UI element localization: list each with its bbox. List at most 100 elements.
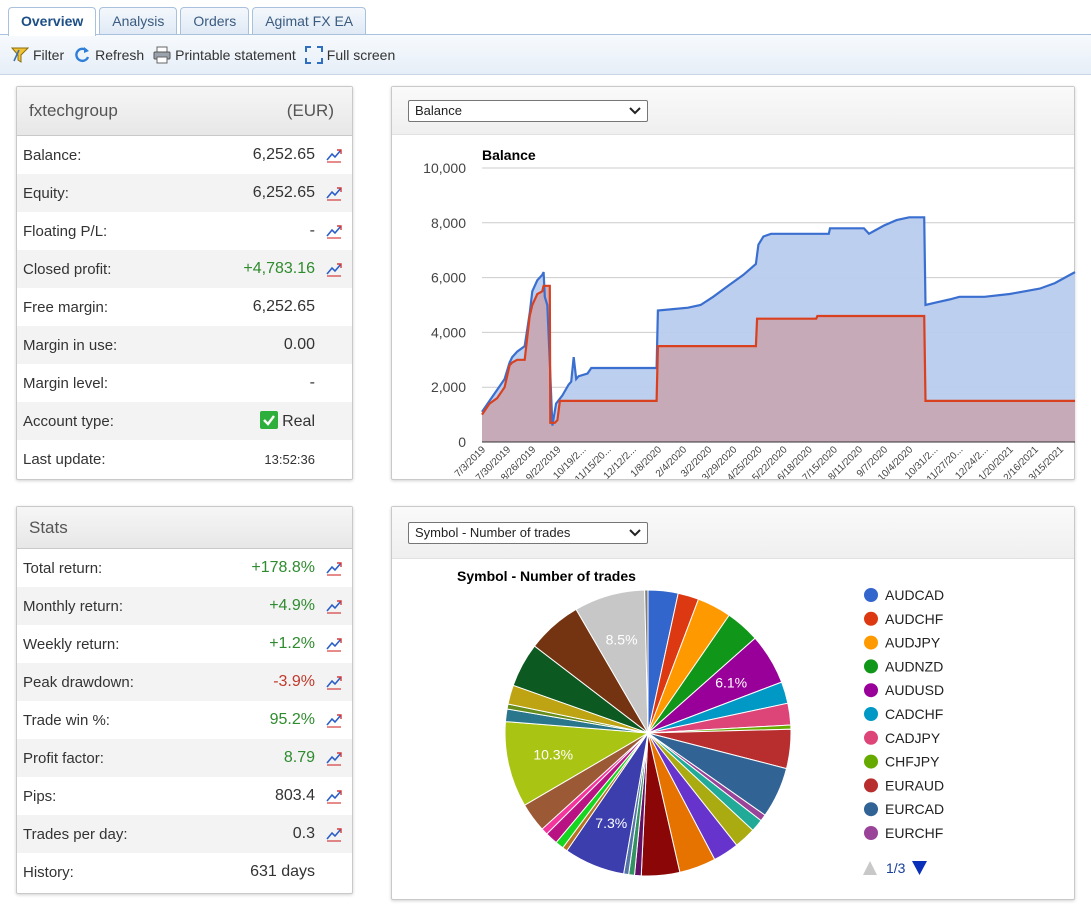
row-value: -3.9%: [273, 673, 315, 690]
tab-divider: [0, 34, 1091, 35]
tab-agimat-fx-ea[interactable]: Agimat FX EA: [252, 7, 367, 35]
chart-link-button[interactable]: [315, 711, 352, 729]
full-screen-button[interactable]: Full screen: [304, 45, 395, 65]
row-value: 8.79: [283, 749, 315, 766]
pie-chart-header: Symbol - Number of trades: [392, 507, 1074, 559]
row-label: Free margin:: [23, 298, 109, 316]
legend-swatch: [864, 826, 878, 840]
chart-link-button[interactable]: [315, 146, 352, 164]
pager-next-icon[interactable]: [912, 861, 927, 875]
row-value: +1.2%: [269, 635, 315, 652]
stats-row-trades-per-day: Trades per day: 0.3: [17, 815, 352, 853]
row-value: 631 days: [250, 863, 315, 880]
pie-select-value: Symbol - Number of trades: [415, 525, 571, 540]
row-label: Pips:: [23, 787, 57, 805]
stats-row-profit-factor: Profit factor: 8.79: [17, 739, 352, 777]
account-row-margin-in-use: Margin in use: 0.00: [17, 326, 352, 364]
check-icon: [260, 411, 279, 429]
refresh-button[interactable]: Refresh: [72, 45, 144, 65]
stats-row-weekly-return: Weekly return: +1.2%: [17, 625, 352, 663]
balance-chart-select[interactable]: Balance: [408, 99, 648, 122]
tab-analysis[interactable]: Analysis: [99, 7, 178, 35]
chart-link-button[interactable]: [315, 635, 352, 653]
filter-icon: [10, 47, 30, 63]
legend-entry[interactable]: AUDJPY: [885, 635, 941, 651]
legend-entry[interactable]: EURAUD: [885, 777, 944, 793]
chart-line-icon: [325, 790, 342, 804]
printable-statement-button[interactable]: Printable statement: [152, 45, 296, 65]
stats-rows: Total return: +178.8% Monthly return: +4…: [17, 549, 352, 891]
pie-chart-select[interactable]: Symbol - Number of trades: [408, 521, 648, 544]
row-label: Margin in use:: [23, 336, 118, 354]
account-row-floating-pl: Floating P/L: -: [17, 212, 352, 250]
chart-link-button[interactable]: [315, 260, 352, 278]
row-value: 0.3: [292, 825, 315, 842]
row-label: History:: [23, 863, 74, 881]
legend-entry[interactable]: AUDUSD: [885, 682, 944, 698]
chart-line-icon: [325, 187, 342, 201]
stats-panel: Stats Total return: +178.8% Monthly retu…: [16, 506, 353, 894]
chevron-down-icon: [629, 106, 641, 114]
chart-line-icon: [325, 149, 342, 163]
row-label: Trades per day:: [23, 825, 128, 843]
pie-slice[interactable]: [504, 721, 650, 806]
tab-orders[interactable]: Orders: [180, 7, 250, 35]
pie-slice[interactable]: [644, 589, 649, 734]
legend-swatch: [864, 683, 878, 698]
chart-link-button[interactable]: [315, 787, 352, 805]
slice-label: 7.3%: [595, 815, 627, 831]
legend-swatch: [864, 778, 878, 793]
legend-entry[interactable]: EURCAD: [885, 801, 944, 817]
printable-statement-label: Printable statement: [175, 46, 296, 63]
legend-entry[interactable]: AUDCAD: [885, 587, 944, 603]
legend-entry[interactable]: CHFJPY: [885, 754, 940, 770]
series-area: [482, 285, 1075, 442]
row-value: 6,252.65: [252, 184, 315, 201]
legend-swatch: [864, 611, 878, 626]
series-line: [481, 216, 1076, 426]
row-value-wrap: Real: [260, 411, 315, 431]
toolbar: Filter Refresh Printable statement Full …: [0, 35, 1091, 75]
pager-prev-icon[interactable]: [863, 861, 877, 875]
account-panel: fxtechgroup (EUR) Balance: 6,252.65 Equi…: [16, 86, 353, 480]
row-value: -: [309, 374, 315, 391]
pager-label: 1/3: [886, 860, 906, 876]
stats-row-total-return: Total return: +178.8%: [17, 549, 352, 587]
chart-line-icon: [325, 638, 342, 652]
filter-button[interactable]: Filter: [10, 45, 64, 65]
row-label: Account type:: [23, 412, 114, 430]
row-label: Monthly return:: [23, 597, 124, 615]
row-value: 95.2%: [269, 711, 315, 728]
tab-overview[interactable]: Overview: [8, 7, 97, 36]
row-value: +4.9%: [269, 597, 315, 614]
refresh-icon: [75, 46, 90, 62]
y-tick-label: 8,000: [431, 215, 466, 231]
stats-row-history: History: 631 days: [17, 853, 352, 891]
chart-title: Balance: [482, 147, 536, 163]
legend-entry[interactable]: EURCHF: [885, 825, 943, 841]
row-value: 13:52:36: [264, 451, 315, 467]
chart-line-icon: [325, 225, 342, 239]
legend-swatch: [864, 802, 878, 817]
legend-entry[interactable]: CADCHF: [885, 706, 943, 722]
stats-header: Stats: [17, 507, 352, 549]
y-tick-label: 6,000: [431, 270, 466, 286]
row-value: 6,252.65: [252, 298, 315, 315]
account-row-balance: Balance: 6,252.65: [17, 136, 352, 174]
legend-entry[interactable]: AUDNZD: [885, 658, 943, 674]
chart-line-icon: [325, 562, 342, 576]
slice-label: 6.1%: [715, 675, 747, 691]
chart-link-button[interactable]: [315, 673, 352, 691]
row-label: Last update:: [23, 450, 106, 468]
chart-link-button[interactable]: [315, 597, 352, 615]
chart-link-button[interactable]: [315, 184, 352, 202]
y-tick-label: 0: [458, 434, 466, 450]
legend-entry[interactable]: AUDCHF: [885, 611, 943, 627]
legend-entry[interactable]: CADJPY: [885, 730, 941, 746]
chart-link-button[interactable]: [315, 222, 352, 240]
chart-link-button[interactable]: [315, 825, 352, 843]
chart-link-button[interactable]: [315, 749, 352, 767]
chart-link-button[interactable]: [315, 559, 352, 577]
y-tick-label: 2,000: [431, 379, 466, 395]
legend-swatch: [864, 659, 878, 674]
